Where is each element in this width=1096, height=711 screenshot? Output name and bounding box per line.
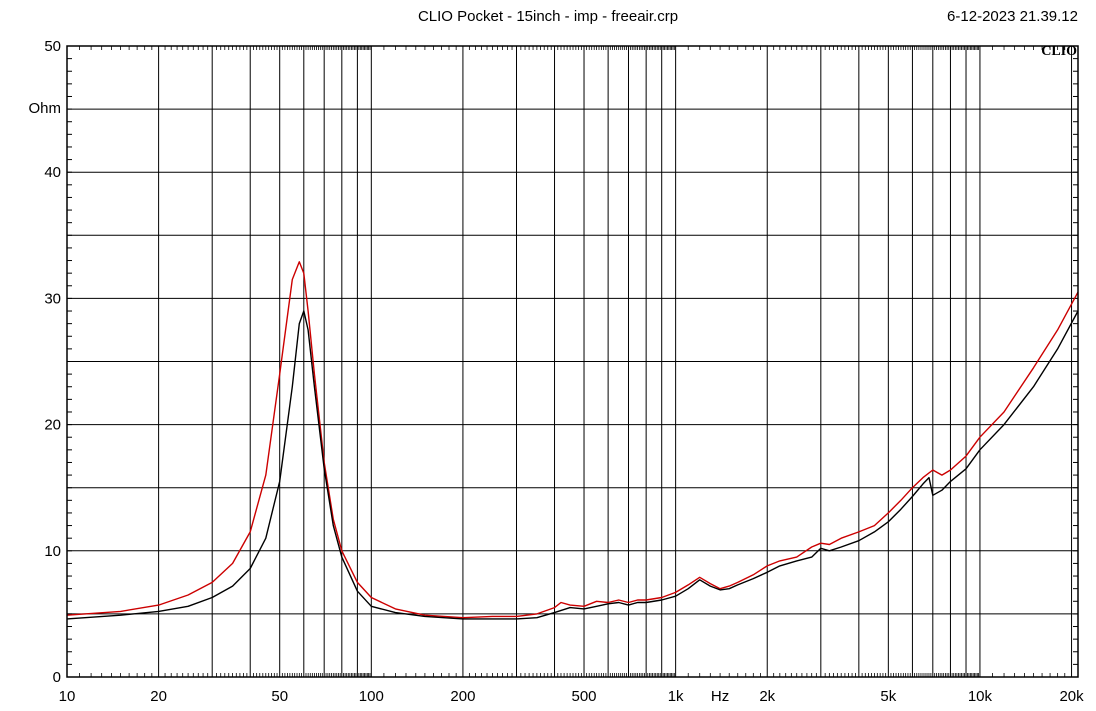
- y-axis-label: Ohm: [28, 100, 61, 117]
- y-axis-ticks: 0 10 20 30 40 50: [44, 38, 61, 686]
- plot-frame: [66, 45, 1079, 678]
- y-tick-label: 0: [53, 669, 61, 686]
- chart-title: CLIO Pocket - 15inch - imp - freeair.crp: [417, 8, 679, 25]
- timestamp: 6-12-2023 21.39.12: [947, 8, 1078, 25]
- series-line-2: [66, 310, 1079, 620]
- x-tick-label: 10: [59, 688, 76, 705]
- x-tick-label: 100: [359, 688, 384, 705]
- x-tick-label: 5k: [880, 688, 896, 705]
- x-axis-label: Hz: [711, 688, 729, 705]
- x-tick-label: 1k: [668, 688, 684, 705]
- x-tick-label: 10k: [968, 688, 993, 705]
- grid: [67, 46, 1078, 677]
- x-axis-ticks: 10 20 50 100 200 500 1k 2k 5k 10k 20k: [59, 688, 1084, 705]
- y-tick-label: 20: [44, 417, 61, 434]
- x-tick-label: 20k: [1059, 688, 1084, 705]
- x-tick-label: 2k: [759, 688, 775, 705]
- x-tick-label: 500: [572, 688, 597, 705]
- y-tick-label: 50: [44, 38, 61, 55]
- series: [66, 261, 1079, 620]
- y-tick-label: 10: [44, 543, 61, 560]
- x-tick-label: 50: [271, 688, 288, 705]
- y-tick-label: 30: [44, 290, 61, 307]
- x-tick-label: 200: [450, 688, 475, 705]
- y-tick-label: 40: [44, 164, 61, 181]
- series-line-1: [66, 261, 1079, 619]
- x-tick-label: 20: [150, 688, 167, 705]
